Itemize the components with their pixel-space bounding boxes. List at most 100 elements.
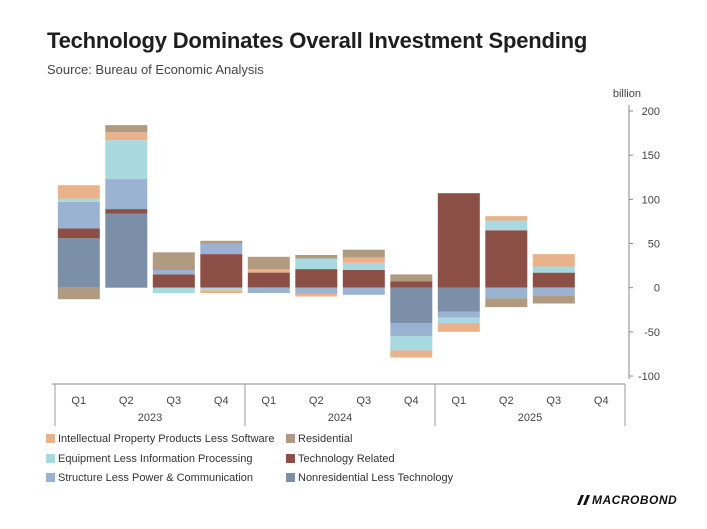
bar-segment-4-5 xyxy=(295,293,338,297)
bar-segment-0-7 xyxy=(390,287,433,323)
legend-label: Equipment Less Information Processing xyxy=(58,452,253,465)
bar-segment-1-0 xyxy=(57,228,100,239)
bar-segment-3-3 xyxy=(200,287,243,291)
x-tick-label-2: Q3 xyxy=(166,395,181,407)
chart-title: Technology Dominates Overall Investment … xyxy=(47,28,588,53)
y-tick-label-3: 50 xyxy=(648,239,660,251)
bar-segment-4-4 xyxy=(247,269,290,273)
legend-item: Residential xyxy=(286,432,352,446)
bar-segment-2-9 xyxy=(485,287,528,299)
bar-segment-1-4 xyxy=(247,272,290,288)
legend-item: Nonresidential Less Technology xyxy=(286,471,453,485)
bar-segment-2-0 xyxy=(57,202,100,229)
bar-segment-1-9 xyxy=(485,230,528,288)
brand-logo: MACROBOND xyxy=(577,493,677,507)
bar-segment-5-6 xyxy=(342,249,385,258)
legend-item: Equipment Less Information Processing xyxy=(46,452,252,466)
bar-segment-5-0 xyxy=(57,287,100,300)
x-tick-label-9: Q2 xyxy=(499,395,514,407)
legend-item: Structure Less Power & Communication xyxy=(46,471,253,485)
legend-swatch xyxy=(46,453,55,463)
bar-segment-1-6 xyxy=(342,270,385,288)
bar-segment-5-1 xyxy=(105,125,148,133)
bar-segment-0-0 xyxy=(57,238,100,288)
legend-swatch xyxy=(286,453,295,463)
bar-segment-3-10 xyxy=(532,266,575,273)
bar-segment-3-0 xyxy=(57,198,100,202)
bar-segment-3-8 xyxy=(437,317,480,323)
bar-segment-4-3 xyxy=(200,290,243,293)
bar-segment-0-1 xyxy=(105,213,148,288)
year-label-2023: 2023 xyxy=(138,412,162,424)
bar-segment-1-8 xyxy=(437,193,480,288)
bar-segment-4-1 xyxy=(105,132,148,141)
bar-segment-5-5 xyxy=(295,255,338,259)
chart-source: Source: Bureau of Economic Analysis xyxy=(47,62,264,77)
bar-segment-1-5 xyxy=(295,269,338,288)
bar-segment-5-4 xyxy=(247,256,290,270)
y-tick-label-6: -100 xyxy=(638,371,660,383)
bar-segment-3-2 xyxy=(152,287,195,293)
bar-segment-2-8 xyxy=(437,311,480,318)
x-tick-label-11: Q4 xyxy=(594,395,609,407)
x-tick-label-0: Q1 xyxy=(71,395,86,407)
bar-segment-4-8 xyxy=(437,323,480,332)
bar-segment-5-3 xyxy=(200,240,243,244)
bar-segment-4-9 xyxy=(485,216,528,221)
x-tick-label-1: Q2 xyxy=(119,395,134,407)
bar-segment-2-2 xyxy=(152,270,195,275)
bar-segment-4-10 xyxy=(532,254,575,267)
bar-segment-2-4 xyxy=(247,287,290,293)
x-tick-label-6: Q3 xyxy=(356,395,371,407)
year-label-2024: 2024 xyxy=(328,412,352,424)
bar-segment-4-7 xyxy=(390,350,433,358)
y-tick-label-2: 100 xyxy=(642,194,660,206)
bar-segment-1-2 xyxy=(152,274,195,288)
bar-segment-1-7 xyxy=(390,281,433,288)
bar-segment-1-1 xyxy=(105,209,148,214)
y-tick-label-0: 200 xyxy=(642,106,660,118)
x-tick-label-10: Q3 xyxy=(546,395,561,407)
bar-segment-2-1 xyxy=(105,179,148,209)
bar-segment-2-7 xyxy=(390,323,433,337)
y-tick-label-5: -50 xyxy=(644,327,660,339)
x-tick-label-4: Q1 xyxy=(261,395,276,407)
bar-segment-3-9 xyxy=(485,220,528,231)
bar-segment-4-0 xyxy=(57,185,100,199)
y-tick-label-4: 0 xyxy=(654,283,660,295)
legend-label: Residential xyxy=(298,433,353,445)
legend-swatch xyxy=(46,473,55,482)
x-tick-label-3: Q4 xyxy=(214,395,229,407)
bar-segment-3-1 xyxy=(105,140,148,180)
bar-segment-3-7 xyxy=(390,336,433,351)
bar-segment-3-5 xyxy=(295,258,338,270)
legend-item: Technology Related xyxy=(286,452,395,466)
bar-segment-5-9 xyxy=(485,298,528,308)
legend-label: Technology Related xyxy=(298,452,395,465)
bar-segment-2-6 xyxy=(342,287,385,295)
year-label-2025: 2025 xyxy=(518,412,542,424)
y-unit-label: billion xyxy=(613,88,641,100)
bar-segment-2-3 xyxy=(200,243,243,255)
bar-segment-4-6 xyxy=(342,257,385,263)
bar-segment-2-10 xyxy=(532,287,575,296)
bar-segment-0-8 xyxy=(437,287,480,312)
legend-label: Structure Less Power & Communication xyxy=(58,472,254,484)
x-tick-label-7: Q4 xyxy=(404,395,419,407)
legend-item: Intellectual Property Products Less Soft… xyxy=(46,432,274,446)
legend-label: Nonresidential Less Technology xyxy=(298,472,454,484)
legend-label: Intellectual Property Products Less Soft… xyxy=(58,433,275,445)
legend-swatch xyxy=(286,434,295,443)
x-tick-label-8: Q1 xyxy=(451,395,466,407)
legend-swatch xyxy=(46,434,55,443)
y-tick-label-1: 150 xyxy=(642,150,660,162)
bar-segment-5-2 xyxy=(152,252,195,270)
bar-segment-5-7 xyxy=(390,274,433,282)
bar-segment-1-10 xyxy=(532,272,575,288)
brand-mark-icon xyxy=(577,495,590,505)
legend-swatch xyxy=(286,473,295,482)
bar-segment-1-3 xyxy=(200,254,243,288)
bar-segment-2-5 xyxy=(295,287,338,294)
